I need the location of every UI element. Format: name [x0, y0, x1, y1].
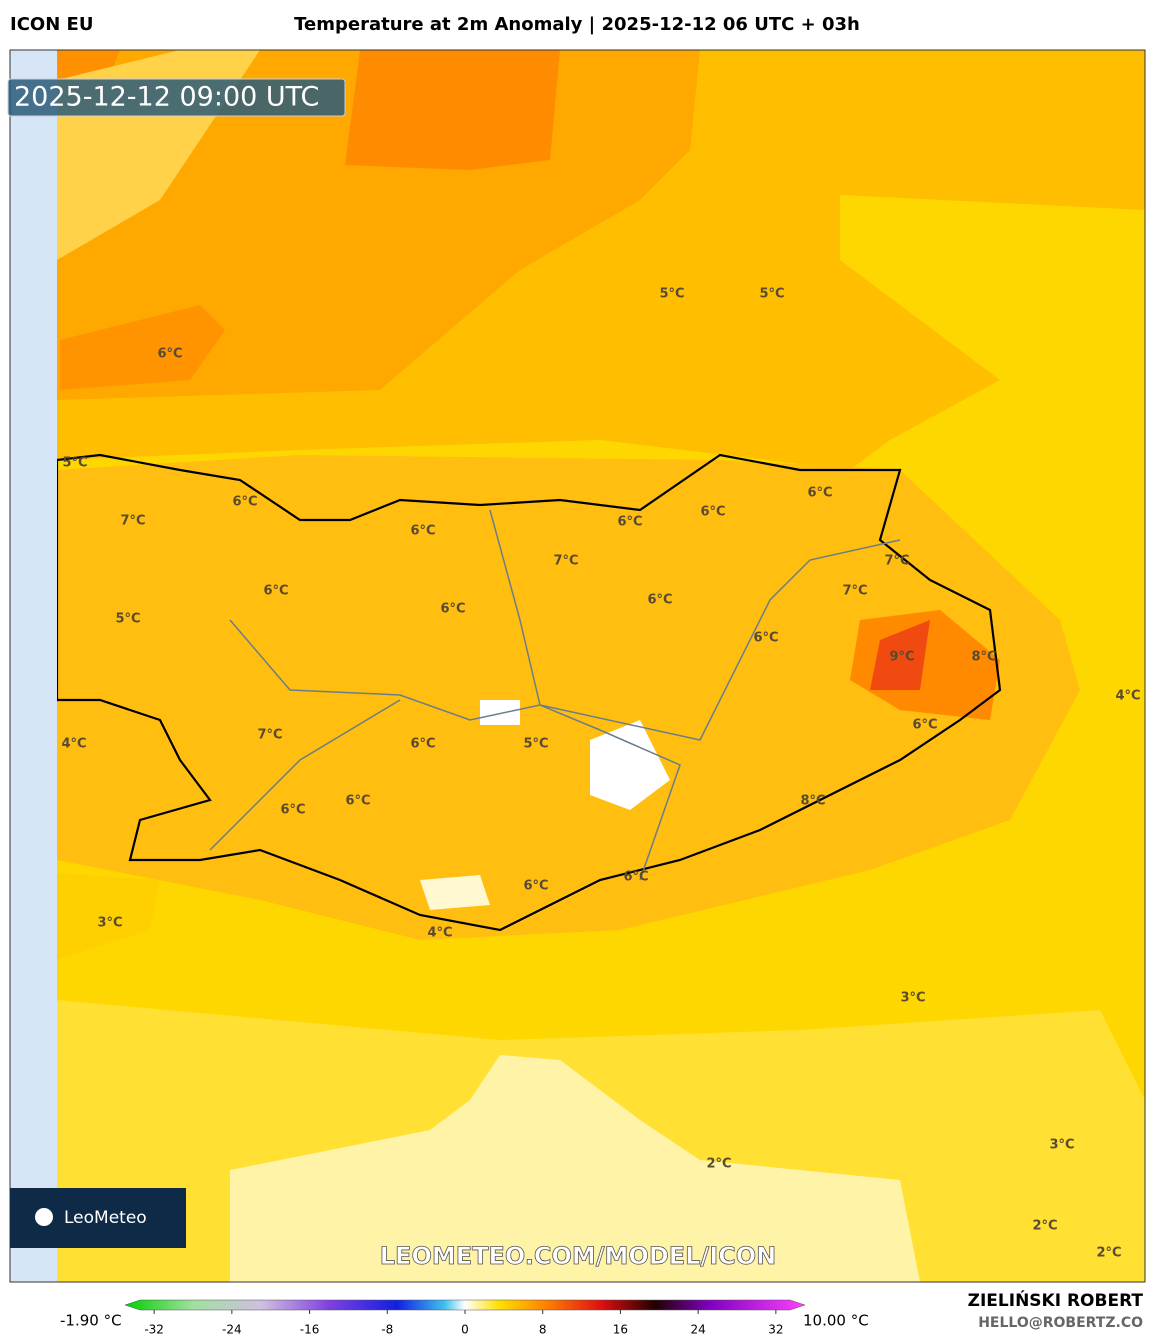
map-label: 3°C [900, 991, 925, 1006]
logo-text: LeoMeteo [64, 1208, 147, 1228]
map-label: 5°C [759, 287, 784, 302]
map-label: 6°C [263, 584, 288, 599]
colorbar-tick-label: -8 [381, 1323, 393, 1337]
map-label: 6°C [157, 347, 182, 362]
map-label: 2°C [1096, 1246, 1121, 1261]
email: HELLO@ROBERTZ.CO [978, 1315, 1143, 1331]
region-hot [60, 305, 225, 390]
model-name: ICON EU [10, 14, 93, 35]
region-neutral [590, 720, 670, 810]
colorbar-ticks: -32 -24 -16 -8 0 8 16 24 32 [144, 1310, 783, 1337]
colorbar-min: -1.90 °C [60, 1312, 122, 1330]
coastline [55, 453, 1002, 932]
map-label: 7°C [553, 554, 578, 569]
colorbar-tick-label: 24 [691, 1323, 706, 1337]
map-label: 6°C [617, 515, 642, 530]
map-label: 3°C [1049, 1138, 1074, 1153]
map-label: 7°C [257, 728, 282, 743]
map-label: 5°C [115, 612, 140, 627]
colorbar [124, 1299, 806, 1311]
map: 5°C 5°C 6°C 5°C 6°C 7°C 6°C 6°C 6°C 6°C 7°C 7°C 7°C 6… [7, 49, 1146, 1283]
map-label: 2°C [1032, 1219, 1057, 1234]
map-label: 6°C [807, 486, 832, 501]
map-label: 3°C [97, 916, 122, 931]
map-label: 5°C [62, 456, 87, 471]
map-label: 8°C [800, 794, 825, 809]
map-label: 6°C [345, 794, 370, 809]
map-label: 8°C [971, 650, 996, 665]
map-label: 6°C [912, 718, 937, 733]
map-frame [9, 49, 1146, 1283]
timestamp-box [7, 78, 346, 117]
map-title: Temperature at 2m Anomaly | 2025-12-12 0… [294, 14, 860, 35]
region-neutral [420, 875, 490, 910]
map-label: 6°C [753, 631, 778, 646]
map-label: 7°C [884, 554, 909, 569]
map-label: 4°C [61, 737, 86, 752]
map-label: 5°C [659, 287, 684, 302]
colorbar-max: 10.00 °C [803, 1312, 869, 1330]
timestamp: 2025-12-12 09:00 UTC [14, 82, 319, 113]
map-label: 4°C [1115, 689, 1140, 704]
map-label: 9°C [889, 650, 914, 665]
colorbar-tick-label: -32 [144, 1323, 164, 1337]
region-neutral [480, 700, 520, 725]
map-label: 6°C [523, 879, 548, 894]
map-label: 6°C [410, 524, 435, 539]
region-hottest [870, 620, 930, 690]
map-label: 4°C [427, 926, 452, 941]
colorbar-tick-label: 32 [768, 1323, 783, 1337]
region-cool [230, 1055, 920, 1282]
map-label: 6°C [700, 505, 725, 520]
map-labels: 5°C 5°C 6°C 5°C 6°C 7°C 6°C 6°C 6°C 6°C 7°C 7°C 7°C 6… [61, 287, 1140, 1261]
region-warm [57, 455, 1080, 940]
map-label: 6°C [280, 803, 305, 818]
watermark: LEOMETEO.COM/MODEL/ICON [380, 1242, 776, 1270]
colorbar-tick-label: -16 [300, 1323, 320, 1337]
map-label: 7°C [120, 514, 145, 529]
map-label: 6°C [623, 870, 648, 885]
colorbar-tick-label: -24 [222, 1323, 242, 1337]
map-label: 2°C [706, 1157, 731, 1172]
colorbar-tick-label: 8 [539, 1323, 547, 1337]
map-label: 6°C [647, 593, 672, 608]
left-strip [10, 50, 57, 1282]
colorbar-tick-label: 0 [461, 1323, 469, 1337]
map-label: 6°C [410, 737, 435, 752]
logo-sun [35, 1208, 53, 1226]
map-label: 6°C [232, 495, 257, 510]
map-label: 5°C [523, 737, 548, 752]
region-hot [345, 50, 560, 170]
map-label: 6°C [440, 602, 465, 617]
map-label: 7°C [842, 584, 867, 599]
author: ZIELIŃSKI ROBERT [968, 1289, 1144, 1311]
colorbar-tick-label: 16 [613, 1323, 628, 1337]
boundary-line [209, 509, 901, 881]
